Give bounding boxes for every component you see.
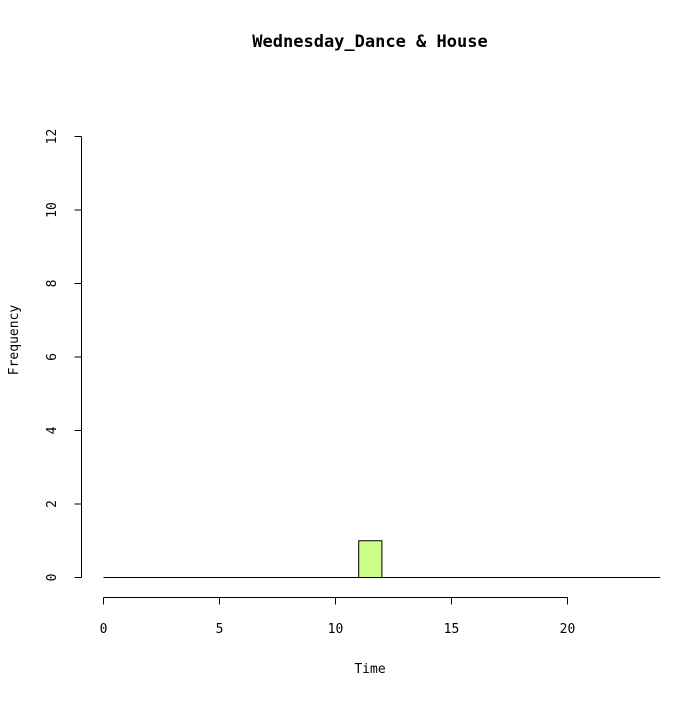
y-tick-label: 6 [45,353,60,361]
plot-area: 0 5 10 15 20 0 2 4 6 8 10 12 [45,129,661,637]
y-axis-label: Frequency [7,305,22,376]
x-tick-label: 10 [328,622,344,637]
y-tick-label: 12 [45,129,60,145]
y-tick-label: 10 [45,202,60,218]
x-tick-label: 20 [560,622,576,637]
x-axis-label: Time [354,662,385,677]
chart-title: Wednesday_Dance & House [252,32,487,52]
y-tick-label: 4 [45,426,60,434]
histogram-bar [358,540,383,578]
y-tick-label: 0 [45,574,60,582]
y-tick-label: 8 [45,280,60,288]
y-tick-label: 2 [45,500,60,508]
x-tick-label: 0 [100,622,108,637]
x-tick-label: 5 [216,622,224,637]
x-tick-label: 15 [444,622,460,637]
